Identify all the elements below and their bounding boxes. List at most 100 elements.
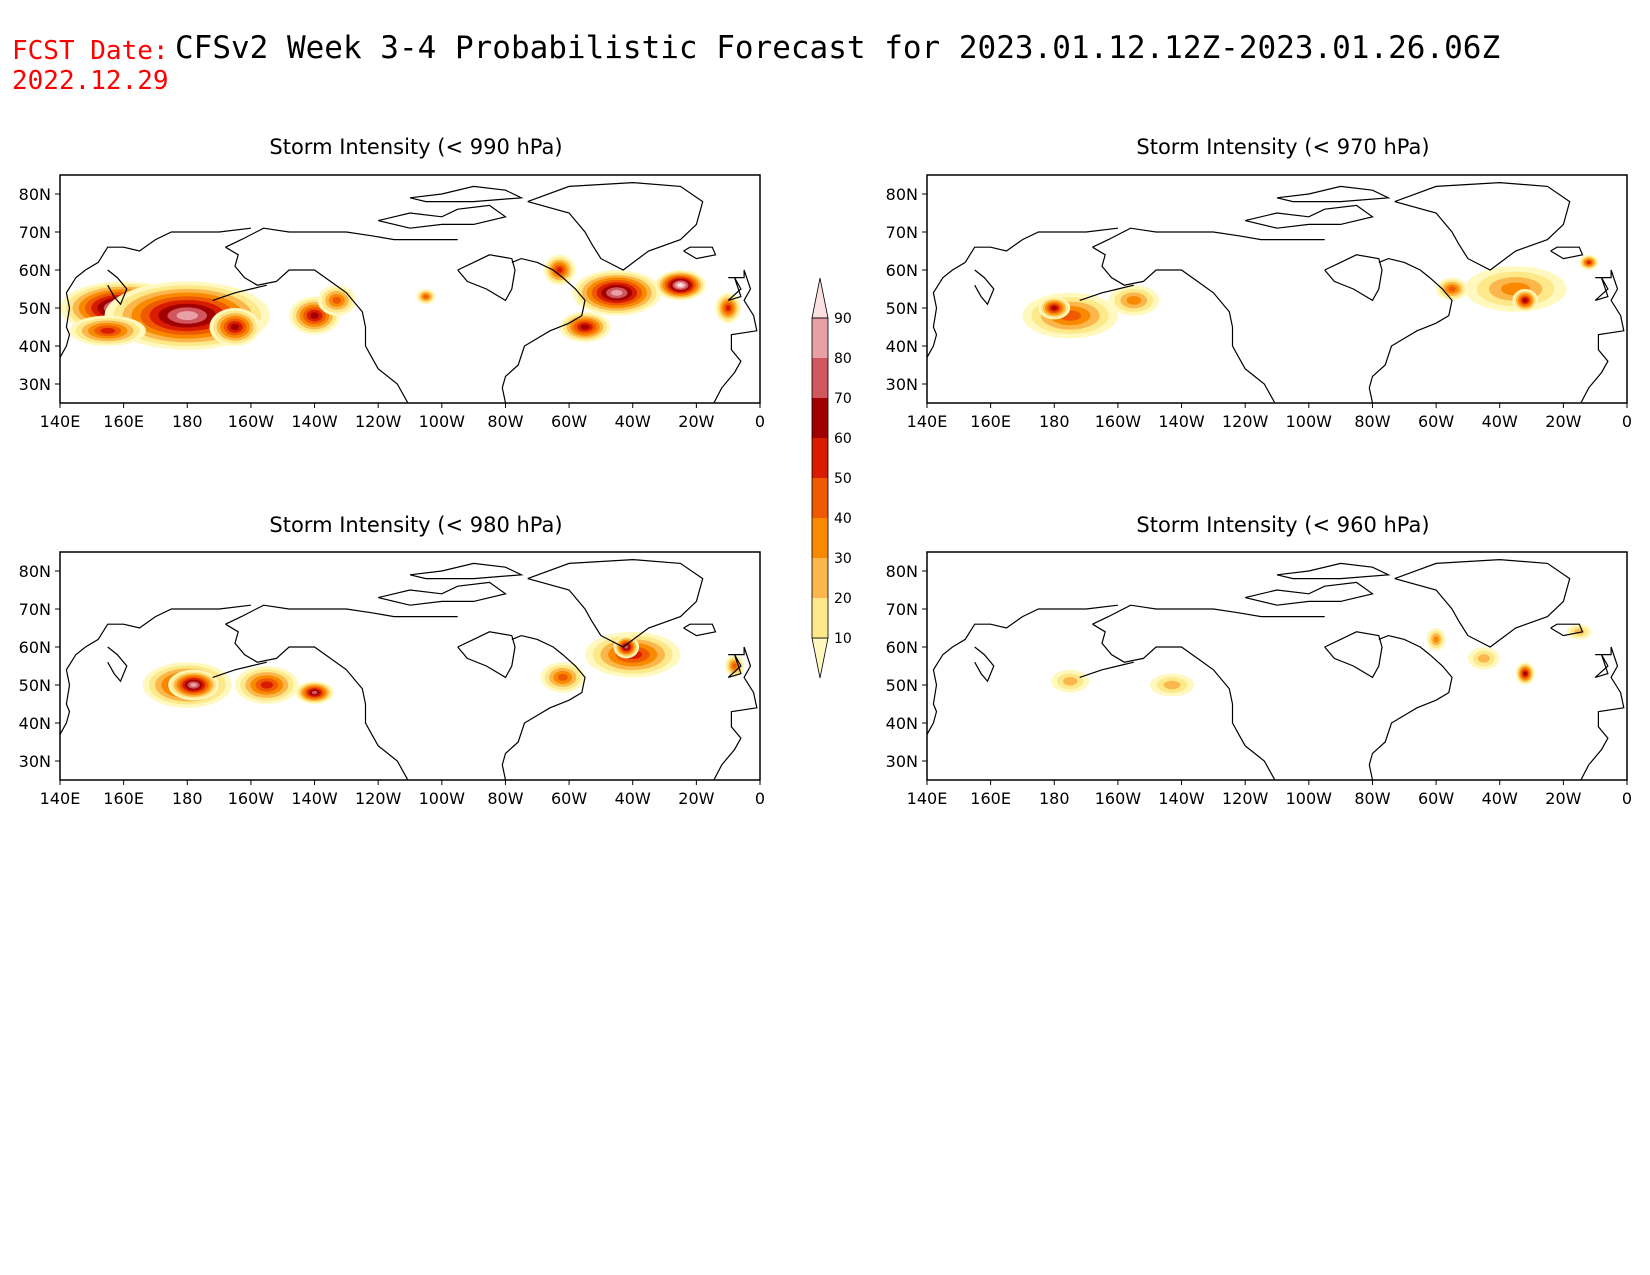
map-frame	[59, 174, 761, 404]
colorbar-tip	[811, 637, 829, 679]
lon-label: 60W	[1418, 789, 1454, 808]
prob-contour	[311, 690, 318, 695]
coastline	[527, 558, 704, 648]
coastline	[225, 246, 409, 403]
lat-label: 30N	[19, 752, 51, 771]
lon-label: 140E	[907, 412, 948, 431]
lon-label: 20W	[678, 412, 714, 431]
colorbar-swatch	[812, 358, 828, 398]
lat-label: 50N	[19, 299, 51, 318]
lon-label: 140W	[291, 412, 338, 431]
lon-label: 140E	[40, 412, 81, 431]
coastline	[1092, 227, 1325, 248]
lon-label: 160E	[970, 412, 1011, 431]
lon-label: 20W	[678, 789, 714, 808]
lon-label: 0	[755, 412, 765, 431]
lon-label: 20W	[1545, 789, 1581, 808]
lat-label: 70N	[19, 600, 51, 619]
fcst-date-value: 2022.12.29	[12, 66, 169, 96]
prob-contour	[1523, 671, 1527, 676]
map-panel-p970: Storm Intensity (< 970 hPa) 80N 70N 60N 50N 4…	[886, 135, 1632, 431]
coastline	[501, 257, 586, 403]
colorbar-swatch	[812, 558, 828, 598]
colorbar-swatch	[812, 518, 828, 558]
lon-label: 80W	[1354, 412, 1390, 431]
prob-contour	[176, 311, 199, 321]
coastline	[1368, 634, 1453, 780]
lat-label: 40N	[19, 337, 51, 356]
lat-label: 60N	[19, 638, 51, 657]
coastline	[1550, 623, 1584, 637]
prob-contour	[260, 681, 273, 689]
probability-field	[1051, 624, 1592, 697]
coastline	[212, 284, 267, 301]
coastline	[1092, 246, 1276, 403]
lon-label: 40W	[1482, 789, 1518, 808]
coastline	[927, 604, 1118, 735]
colorbar-label: 20	[834, 591, 852, 607]
coastline	[1580, 269, 1625, 403]
colorbar-label: 90	[834, 311, 852, 327]
coastline	[457, 254, 516, 302]
map-frame	[926, 174, 1628, 404]
lon-label: 80W	[487, 789, 523, 808]
probability-field	[60, 254, 741, 350]
panel-title: Storm Intensity (< 980 hPa)	[269, 513, 562, 537]
coastline	[60, 604, 251, 735]
lon-label: 0	[1622, 789, 1632, 808]
prob-contour	[557, 673, 568, 681]
coastline	[1245, 581, 1374, 606]
lon-label: 40W	[615, 789, 651, 808]
coastline	[927, 227, 1118, 358]
colorbar-label: 10	[834, 631, 852, 647]
coastline	[527, 181, 704, 271]
prob-contour	[190, 683, 197, 687]
lat-label: 60N	[886, 261, 918, 280]
coastline	[107, 646, 128, 683]
lon-label: 100W	[1286, 412, 1333, 431]
colorbar: 10 20 30 40 50 60 70 80 90	[811, 277, 852, 679]
lat-label: 50N	[886, 676, 918, 695]
colorbar-tip	[811, 277, 829, 319]
coastline	[1594, 654, 1609, 678]
lon-label: 40W	[615, 412, 651, 431]
lon-label: 160E	[103, 789, 144, 808]
forecast-title: CFSv2 Week 3-4 Probabilistic Forecast fo…	[175, 30, 1501, 66]
coastline	[1092, 623, 1276, 780]
coastline	[1276, 562, 1391, 580]
map-panel-p960: Storm Intensity (< 960 hPa) 80N 70N 60N 50N 4…	[886, 513, 1632, 808]
colorbar-swatch	[812, 478, 828, 518]
lon-label: 80W	[1354, 789, 1390, 808]
lon-label: 180	[172, 412, 203, 431]
coastline	[501, 634, 586, 780]
lat-label: 60N	[886, 638, 918, 657]
lat-label: 70N	[19, 223, 51, 242]
lat-label: 30N	[886, 375, 918, 394]
lat-label: 30N	[19, 375, 51, 394]
lat-label: 40N	[886, 714, 918, 733]
lon-label: 20W	[1545, 412, 1581, 431]
coastline	[225, 604, 458, 625]
coastline	[107, 269, 128, 306]
prob-contour	[1448, 286, 1456, 292]
coastline	[1580, 646, 1625, 780]
lat-label: 70N	[886, 223, 918, 242]
colorbar-swatch	[812, 398, 828, 438]
fcst-date-label: FCST Date:	[12, 36, 169, 66]
lon-label: 0	[755, 789, 765, 808]
coastline	[713, 646, 758, 780]
lon-label: 120W	[1222, 412, 1269, 431]
prob-contour	[230, 323, 240, 331]
lon-label: 120W	[355, 789, 402, 808]
lat-label: 60N	[19, 261, 51, 280]
panel-title: Storm Intensity (< 990 hPa)	[269, 135, 562, 159]
coastline	[683, 246, 717, 260]
lat-label: 40N	[19, 714, 51, 733]
coastline	[60, 227, 251, 358]
lon-label: 140W	[1158, 412, 1205, 431]
prob-contour	[1433, 636, 1439, 643]
coastline	[1594, 277, 1609, 301]
prob-contour	[1477, 654, 1490, 663]
lon-label: 140E	[907, 789, 948, 808]
